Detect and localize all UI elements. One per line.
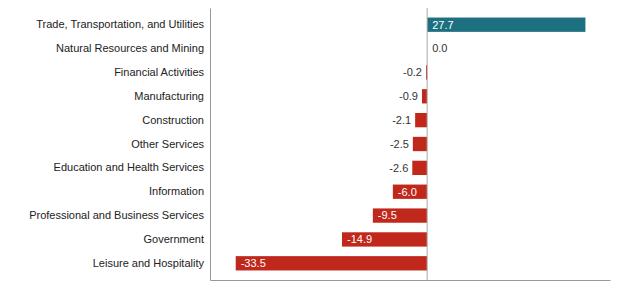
y-tick: Leisure and Hospitality	[93, 257, 210, 269]
y-tick: Financial Activities	[114, 66, 210, 78]
y-tick-label: Natural Resources and Mining	[56, 42, 204, 54]
y-tick-label: Construction	[142, 114, 204, 126]
data-label: -0.2	[403, 66, 422, 78]
data-label: 0.0	[432, 42, 447, 54]
data-label: -2.6	[389, 162, 408, 174]
y-tick-label: Government	[143, 233, 204, 245]
data-label: 27.7	[432, 19, 453, 31]
bar	[413, 137, 427, 151]
data-label: -0.9	[399, 90, 418, 102]
y-axis-line	[210, 9, 211, 281]
chart: Trade, Transportation, and Utilities Natu…	[0, 0, 624, 292]
y-tick: Information	[149, 185, 210, 197]
data-labels: 27.7 0.0 -0.2 -0.9 -2.1 -2.5 -2.6 -6.0-9.5 -14.9…	[241, 19, 454, 270]
y-tick-label: Education and Health Services	[54, 161, 205, 173]
y-tick-label: Professional and Business Services	[29, 209, 204, 221]
y-axis: Trade, Transportation, and Utilities Natu…	[29, 9, 210, 281]
y-tick-label: Manufacturing	[134, 90, 204, 102]
data-label: -2.5	[390, 138, 409, 150]
bar	[236, 256, 427, 270]
y-tick-label: Other Services	[131, 138, 204, 150]
y-tick-label: Financial Activities	[114, 66, 204, 78]
bar	[412, 161, 427, 175]
bar	[415, 113, 427, 127]
y-tick: Construction	[142, 114, 210, 126]
y-tick: Government	[143, 233, 210, 245]
bar	[342, 232, 427, 246]
x-axis	[211, 280, 611, 281]
y-tick: Manufacturing	[134, 90, 210, 102]
y-tick: Trade, Transportation, and Utilities	[36, 18, 210, 30]
bar	[427, 18, 585, 32]
x-axis-line	[211, 280, 611, 281]
data-label: -14.9	[347, 233, 372, 245]
bar	[422, 89, 427, 103]
zero-line	[427, 8, 428, 280]
y-tick: Other Services	[131, 138, 210, 150]
data-label: -2.1	[392, 114, 411, 126]
data-label: -9.5	[378, 209, 397, 221]
y-tick-label: Information	[149, 185, 204, 197]
bar	[373, 208, 427, 222]
y-tick: Education and Health Services	[54, 161, 210, 173]
data-label: -33.5	[241, 257, 266, 269]
bars	[236, 18, 586, 271]
plot: Trade, Transportation, and Utilities Natu…	[29, 8, 610, 281]
y-tick-label: Trade, Transportation, and Utilities	[36, 18, 204, 30]
y-tick-label: Leisure and Hospitality	[93, 257, 205, 269]
y-tick: Natural Resources and Mining	[56, 42, 210, 54]
bar	[393, 185, 427, 199]
y-tick: Professional and Business Services	[29, 209, 210, 221]
data-label: -6.0	[398, 186, 417, 198]
